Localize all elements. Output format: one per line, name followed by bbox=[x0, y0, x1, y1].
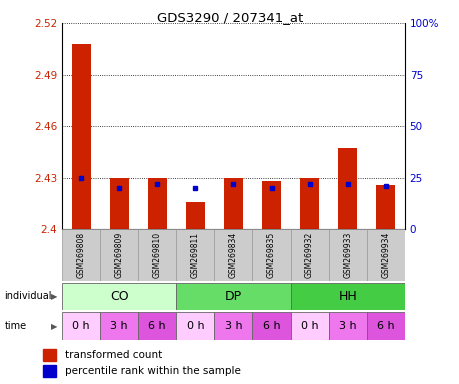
Text: GSM269932: GSM269932 bbox=[304, 232, 313, 278]
Bar bbox=[72, 44, 90, 229]
Bar bbox=[262, 181, 280, 229]
Text: 6 h: 6 h bbox=[376, 321, 394, 331]
Text: 6 h: 6 h bbox=[262, 321, 280, 331]
Text: GDS3290 / 207341_at: GDS3290 / 207341_at bbox=[157, 12, 302, 25]
FancyBboxPatch shape bbox=[62, 283, 176, 310]
Bar bbox=[375, 185, 394, 229]
FancyBboxPatch shape bbox=[176, 229, 214, 281]
Text: GSM269934: GSM269934 bbox=[381, 232, 389, 278]
Text: DP: DP bbox=[224, 290, 241, 303]
FancyBboxPatch shape bbox=[290, 229, 328, 281]
FancyBboxPatch shape bbox=[100, 229, 138, 281]
Bar bbox=[224, 178, 242, 229]
Text: GSM269809: GSM269809 bbox=[114, 232, 123, 278]
Text: CO: CO bbox=[110, 290, 128, 303]
FancyBboxPatch shape bbox=[252, 229, 290, 281]
Bar bbox=[185, 202, 204, 229]
FancyBboxPatch shape bbox=[62, 312, 100, 340]
FancyBboxPatch shape bbox=[62, 229, 100, 281]
FancyBboxPatch shape bbox=[100, 312, 138, 340]
FancyBboxPatch shape bbox=[290, 312, 328, 340]
Text: 3 h: 3 h bbox=[224, 321, 242, 331]
Text: GSM269810: GSM269810 bbox=[152, 232, 162, 278]
Bar bbox=[147, 178, 167, 229]
FancyBboxPatch shape bbox=[328, 229, 366, 281]
Text: transformed count: transformed count bbox=[65, 350, 162, 360]
Text: 3 h: 3 h bbox=[110, 321, 128, 331]
Text: HH: HH bbox=[337, 290, 356, 303]
Text: GSM269834: GSM269834 bbox=[229, 232, 237, 278]
FancyBboxPatch shape bbox=[214, 312, 252, 340]
Text: ▶: ▶ bbox=[51, 292, 57, 301]
FancyBboxPatch shape bbox=[252, 312, 290, 340]
Bar bbox=[299, 178, 319, 229]
FancyBboxPatch shape bbox=[366, 312, 404, 340]
Text: percentile rank within the sample: percentile rank within the sample bbox=[65, 366, 240, 376]
Text: 0 h: 0 h bbox=[72, 321, 90, 331]
Text: 0 h: 0 h bbox=[300, 321, 318, 331]
FancyBboxPatch shape bbox=[176, 283, 290, 310]
Text: ▶: ▶ bbox=[51, 321, 57, 331]
FancyBboxPatch shape bbox=[366, 229, 404, 281]
FancyBboxPatch shape bbox=[176, 312, 214, 340]
FancyBboxPatch shape bbox=[138, 229, 176, 281]
Text: GSM269835: GSM269835 bbox=[266, 232, 275, 278]
FancyBboxPatch shape bbox=[138, 312, 176, 340]
FancyBboxPatch shape bbox=[328, 312, 366, 340]
FancyBboxPatch shape bbox=[290, 283, 404, 310]
Bar bbox=[43, 365, 56, 377]
Text: time: time bbox=[5, 321, 27, 331]
Text: 3 h: 3 h bbox=[338, 321, 356, 331]
Text: GSM269808: GSM269808 bbox=[77, 232, 85, 278]
Bar bbox=[109, 178, 129, 229]
Text: GSM269811: GSM269811 bbox=[190, 232, 200, 278]
Bar bbox=[43, 349, 56, 361]
Bar bbox=[337, 149, 357, 229]
Text: 6 h: 6 h bbox=[148, 321, 166, 331]
FancyBboxPatch shape bbox=[214, 229, 252, 281]
Text: individual: individual bbox=[5, 291, 52, 301]
Text: GSM269933: GSM269933 bbox=[342, 232, 352, 278]
Text: 0 h: 0 h bbox=[186, 321, 204, 331]
